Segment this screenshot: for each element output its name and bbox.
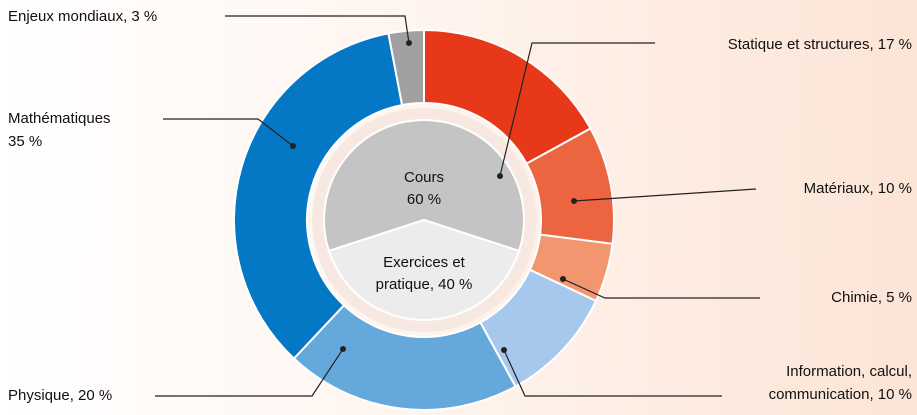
slice-label: Enjeux mondiaux, 3 % [8,8,157,25]
slice-label: communication, 10 % [769,386,912,403]
slice-label: Chimie, 5 % [831,289,912,306]
leader-dot [406,40,412,46]
inner-label: pratique, 40 % [376,276,473,293]
leader-line [225,15,410,44]
leader-line [155,348,344,397]
leader-dot [571,198,577,204]
slice-label: Physique, 20 % [8,387,112,404]
inner-label: Exercices et [383,254,466,271]
leader-line [163,118,294,147]
slice-label: Matériaux, 10 % [804,180,912,197]
leader-dot [560,276,566,282]
slice-label: Statique et structures, 17 % [728,36,912,53]
slice [233,32,404,360]
leader-line [499,42,655,177]
leader-line [573,188,757,202]
slice-label: Information, calcul, [786,363,912,380]
inner-label: Cours [404,169,444,186]
leader-dot [290,143,296,149]
slice-label: 35 % [8,133,42,150]
inner-label: 60 % [407,191,441,208]
slice [323,119,525,253]
slice [387,28,425,107]
leader-line [562,278,760,299]
leader-dot [497,173,503,179]
slice-label: Mathématiques [8,110,111,127]
leader-dot [501,347,507,353]
leader-line [503,349,722,397]
slice [327,218,521,321]
leader-dot [340,346,346,352]
